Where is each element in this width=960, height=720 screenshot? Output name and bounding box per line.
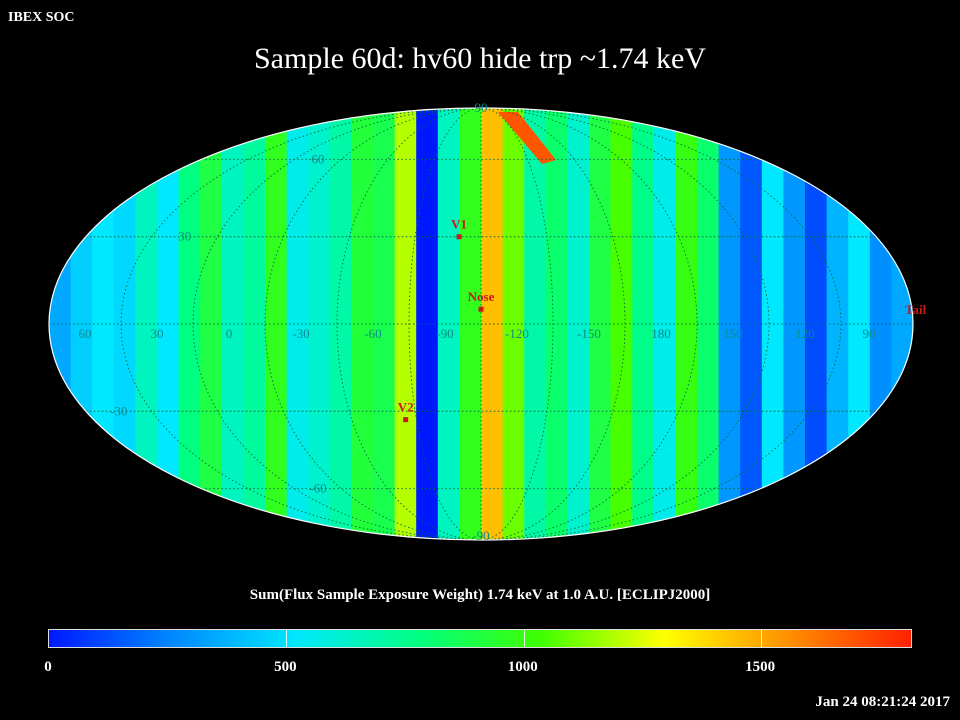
flux-strip bbox=[632, 108, 655, 540]
meridian-label: 180 bbox=[651, 326, 671, 341]
meridian-line bbox=[480, 108, 554, 540]
flux-strip bbox=[92, 108, 115, 540]
meridian-line bbox=[480, 108, 698, 540]
flux-strip bbox=[524, 108, 547, 540]
flux-strip bbox=[697, 108, 720, 540]
parallel-label: -30 bbox=[110, 403, 127, 418]
marker-dot bbox=[403, 417, 409, 423]
meridian-line bbox=[408, 108, 482, 540]
flux-strip bbox=[416, 108, 439, 540]
flux-strip bbox=[740, 108, 763, 540]
meridian-line bbox=[480, 108, 842, 540]
colorbar-tick bbox=[286, 630, 288, 647]
meridian-label: 90 bbox=[863, 326, 876, 341]
colorbar bbox=[48, 629, 912, 648]
page-title: Sample 60d: hv60 hide trp ~1.74 keV bbox=[253, 42, 706, 75]
meridian-label: 120 bbox=[795, 326, 815, 341]
colorbar-tick bbox=[761, 630, 763, 647]
colorbar-tick bbox=[523, 630, 525, 647]
meridian-line bbox=[480, 108, 626, 540]
flux-strip bbox=[848, 108, 871, 540]
meridian-label: 60 bbox=[79, 326, 92, 341]
marker-label: V2 bbox=[398, 400, 414, 415]
meridian-label: 30 bbox=[151, 326, 164, 341]
marker-dot bbox=[456, 234, 462, 240]
axis-labels: 60 30 0 -30 -60 -90 -120 -150 180 150 120 90 90 60 30 -… bbox=[79, 100, 876, 543]
marker-dot bbox=[478, 306, 484, 312]
flux-strip bbox=[373, 108, 396, 540]
colorbar-tick-label: 1000 bbox=[507, 659, 538, 675]
meridian-label: -120 bbox=[505, 326, 529, 341]
flux-strip bbox=[49, 108, 72, 540]
parallel-label: 30 bbox=[178, 229, 191, 244]
flux-strip bbox=[437, 108, 460, 540]
meridian-label: -60 bbox=[364, 326, 381, 341]
flux-strip bbox=[589, 108, 612, 540]
org-label: IBEX SOC bbox=[8, 10, 75, 25]
parallel-label: 60 bbox=[311, 151, 324, 166]
marker-label: Tail bbox=[905, 302, 927, 317]
meridian-label: 0 bbox=[226, 326, 233, 341]
meridian-line bbox=[264, 108, 482, 540]
flux-strip bbox=[157, 108, 180, 540]
parallel-label: 90 bbox=[475, 100, 488, 115]
meridian-line bbox=[480, 108, 770, 540]
flux-strip bbox=[265, 108, 288, 540]
meridian-line bbox=[192, 108, 482, 540]
flux-strip bbox=[653, 108, 676, 540]
flux-strip bbox=[329, 108, 352, 540]
meridian-line bbox=[336, 108, 482, 540]
flux-strip bbox=[481, 108, 504, 540]
meridian-label: -150 bbox=[577, 326, 601, 341]
flux-strip bbox=[761, 108, 784, 540]
meridian-label: -30 bbox=[292, 326, 309, 341]
parallel-label: -90 bbox=[472, 528, 489, 543]
meridian-label: 150 bbox=[723, 326, 743, 341]
flux-strip bbox=[200, 108, 223, 540]
timestamp: Jan 24 08:21:24 2017 bbox=[815, 694, 950, 710]
colorbar-title: Sum(Flux Sample Exposure Weight) 1.74 ke… bbox=[249, 587, 711, 603]
colorbar-tick-label: 500 bbox=[274, 659, 297, 675]
flux-strip bbox=[545, 108, 568, 540]
colorbar-tick-label: 0 bbox=[44, 659, 52, 675]
hot-spot bbox=[498, 112, 556, 164]
marker-label: V1 bbox=[451, 217, 467, 232]
parallel-label: -60 bbox=[309, 481, 326, 496]
marker-label: Nose bbox=[468, 289, 495, 304]
flux-strip bbox=[805, 108, 828, 540]
meridian-label: -90 bbox=[436, 326, 453, 341]
flux-strip bbox=[113, 108, 136, 540]
flux-strip bbox=[308, 108, 331, 540]
markers: V1 Nose V2 Tail bbox=[398, 217, 927, 423]
map-outline bbox=[48, 107, 914, 541]
flux-strip bbox=[221, 108, 244, 540]
meridian-line bbox=[120, 108, 482, 540]
colorbar-tick-label: 1500 bbox=[745, 659, 776, 675]
